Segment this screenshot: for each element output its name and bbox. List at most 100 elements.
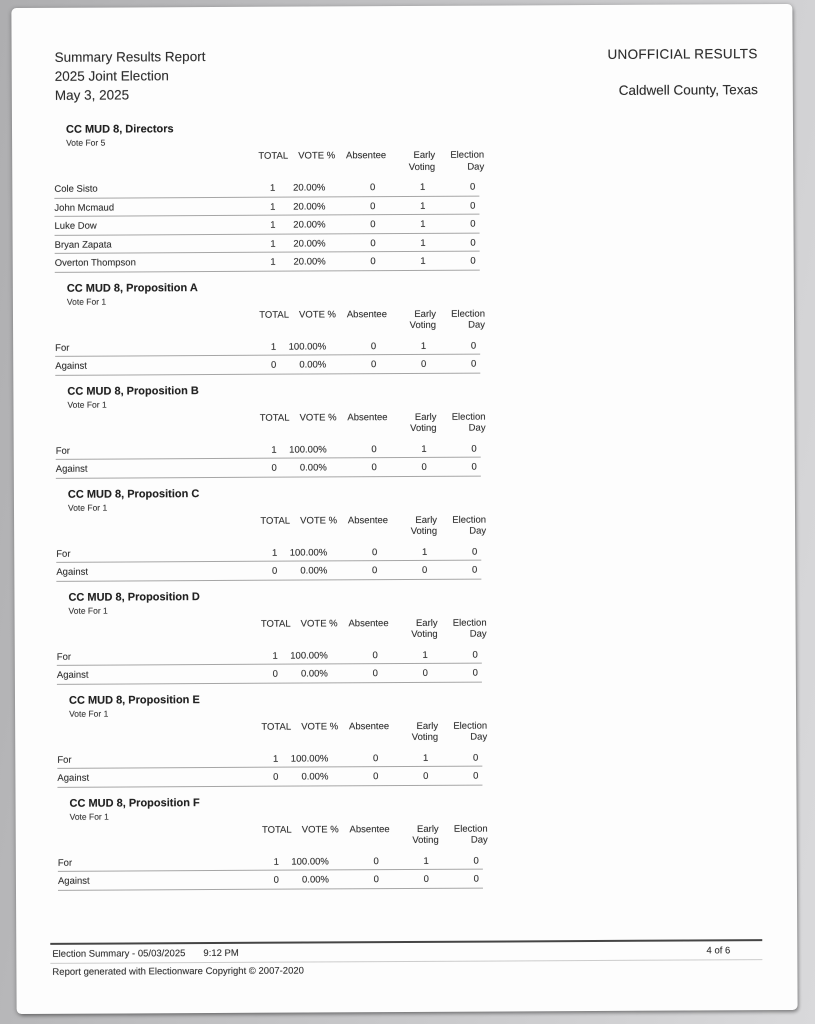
contest-sections: CC MUD 8, Directors Vote For 5 TOTAL VOT…	[54, 121, 488, 900]
contest-section: CC MUD 8, Directors Vote For 5 TOTAL VOT…	[54, 121, 485, 273]
result-row: Against 0 0.00% 0 0 0	[57, 766, 483, 788]
column-headers: TOTAL VOTE % Absentee Early Voting Electi…	[57, 617, 487, 644]
election-day-votes-value: 0	[469, 181, 476, 193]
column-header-election-day: Election Day	[454, 823, 488, 846]
result-row: For 1 100.00% 0 1 0	[57, 851, 483, 872]
result-row: Bryan Zapata 1 20.00% 0 1 0	[54, 233, 480, 254]
column-header-election-day-line1: Election	[451, 308, 486, 320]
vote-percent-value: 100.00%	[289, 546, 328, 559]
election-day-votes-value: 0	[470, 218, 476, 230]
column-header-total: TOTAL	[260, 618, 291, 630]
result-row: John Mcmaud 1 20.00% 0 1 0	[54, 196, 480, 217]
contest-section: CC MUD 8, Proposition B Vote For 1 TOTAL…	[55, 382, 486, 479]
column-header-vote-pct: VOTE %	[301, 823, 339, 836]
column-headers: TOTAL VOTE % Absentee Early Voting Electi…	[55, 308, 485, 335]
total-votes-value: 0	[273, 874, 279, 886]
early-voting-votes-value: 0	[423, 770, 429, 782]
early-voting-votes-value: 1	[421, 443, 427, 455]
total-votes-value: 1	[271, 444, 277, 456]
contest-section: CC MUD 8, Proposition F Vote For 1 TOTAL…	[57, 794, 488, 891]
early-voting-votes-value: 1	[420, 340, 427, 352]
contest-section: CC MUD 8, Proposition E Vote For 1 TOTAL…	[57, 691, 487, 788]
column-header-total: TOTAL	[261, 721, 292, 733]
early-voting-votes-value: 1	[422, 649, 428, 661]
footer-time: 9:12 PM	[203, 947, 239, 960]
footer-attribution: Report generated with Electionware Copyr…	[52, 965, 304, 978]
column-header-early-voting: Early Voting	[411, 514, 438, 537]
early-voting-votes-value: 1	[421, 546, 428, 558]
vote-percent-value: 0.00%	[299, 359, 327, 371]
result-row: For 1 100.00% 0 1 0	[56, 645, 482, 666]
column-header-election-day-line2: Day	[469, 525, 487, 537]
vote-percent-value: 20.00%	[293, 237, 326, 250]
absentee-votes-value: 0	[370, 359, 377, 371]
column-header-election-day-line1: Election	[451, 411, 486, 423]
choice-name: Bryan Zapata	[54, 239, 112, 251]
result-row: Against 0 0.00% 0 0 0	[57, 869, 483, 891]
result-row: For 1 100.00% 0 1 0	[57, 748, 483, 769]
column-header-early-voting-line2: Voting	[410, 422, 437, 434]
election-day-votes-value: 0	[472, 667, 478, 679]
absentee-votes-value: 0	[371, 565, 378, 577]
column-headers: TOTAL VOTE % Absentee Early Voting Electi…	[54, 150, 484, 177]
vote-percent-value: 0.00%	[301, 771, 329, 783]
choice-name: John Mcmaud	[54, 202, 115, 214]
choice-name: Overton Thompson	[54, 257, 136, 269]
result-row: Against 0 0.00% 0 0 0	[56, 663, 482, 685]
column-header-absentee: Absentee	[348, 617, 389, 629]
election-day-votes-value: 0	[470, 340, 477, 352]
column-header-absentee: Absentee	[347, 514, 389, 526]
result-row: Against 0 0.00% 0 0 0	[55, 457, 481, 479]
vote-percent-value: 0.00%	[301, 874, 329, 886]
column-headers: TOTAL VOTE % Absentee Early Voting Electi…	[58, 823, 488, 850]
absentee-votes-value: 0	[373, 771, 379, 783]
column-header-early-voting-line2: Voting	[409, 319, 437, 331]
column-header-election-day-line2: Day	[468, 422, 486, 434]
absentee-votes-value: 0	[372, 668, 378, 680]
column-headers: TOTAL VOTE % Absentee Early Voting Electi…	[55, 411, 486, 438]
election-day-votes-value: 0	[472, 752, 479, 764]
early-voting-votes-value: 0	[422, 667, 428, 679]
total-votes-value: 1	[273, 856, 279, 868]
column-header-election-day-line1: Election	[453, 823, 488, 835]
column-header-early-voting-line1: Early	[413, 149, 436, 161]
election-day-votes-value: 0	[471, 443, 477, 455]
vote-for-label: Vote For 5	[66, 137, 106, 148]
early-voting-votes-value: 1	[419, 181, 426, 193]
absentee-votes-value: 0	[370, 219, 376, 231]
early-voting-votes-value: 0	[421, 564, 428, 576]
total-votes-value: 1	[272, 753, 279, 765]
vote-percent-value: 0.00%	[299, 462, 327, 474]
vote-percent-value: 100.00%	[289, 443, 327, 456]
vote-percent-value: 20.00%	[293, 256, 326, 268]
column-header-total: TOTAL	[258, 150, 289, 162]
absentee-votes-value: 0	[373, 855, 379, 867]
column-header-election-day-line2: Day	[470, 731, 488, 743]
absentee-votes-value: 0	[370, 340, 377, 352]
column-header-vote-pct: VOTE %	[298, 308, 337, 321]
county-label: Caldwell County, Texas	[618, 82, 758, 98]
choice-name: Against	[55, 360, 87, 372]
column-headers: TOTAL VOTE % Absentee Early Voting Electi…	[56, 514, 486, 541]
choice-name: For	[56, 651, 72, 663]
total-votes-value: 0	[271, 462, 277, 474]
vote-percent-value: 100.00%	[290, 649, 328, 662]
early-voting-votes-value: 1	[420, 237, 426, 249]
election-day-votes-value: 0	[470, 255, 476, 267]
election-day-votes-value: 0	[470, 358, 477, 370]
vote-percent-value: 100.00%	[288, 340, 327, 353]
column-header-election-day: Election Day	[451, 308, 485, 331]
column-header-early-voting-line2: Voting	[411, 731, 439, 743]
report-title: Summary Results Report	[54, 49, 206, 65]
early-voting-votes-value: 0	[421, 461, 427, 473]
column-header-election-day: Election Day	[453, 720, 487, 743]
column-header-absentee: Absentee	[348, 720, 390, 732]
result-row: For 1 100.00% 0 1 0	[55, 336, 481, 357]
column-header-early-voting: Early Voting	[412, 720, 439, 743]
absentee-votes-value: 0	[369, 182, 376, 194]
absentee-votes-value: 0	[371, 546, 378, 558]
total-votes-value: 0	[273, 771, 279, 783]
result-row: Against 0 0.00% 0 0 0	[56, 560, 482, 582]
total-votes-value: 1	[270, 341, 277, 353]
column-header-election-day-line1: Election	[452, 617, 487, 629]
